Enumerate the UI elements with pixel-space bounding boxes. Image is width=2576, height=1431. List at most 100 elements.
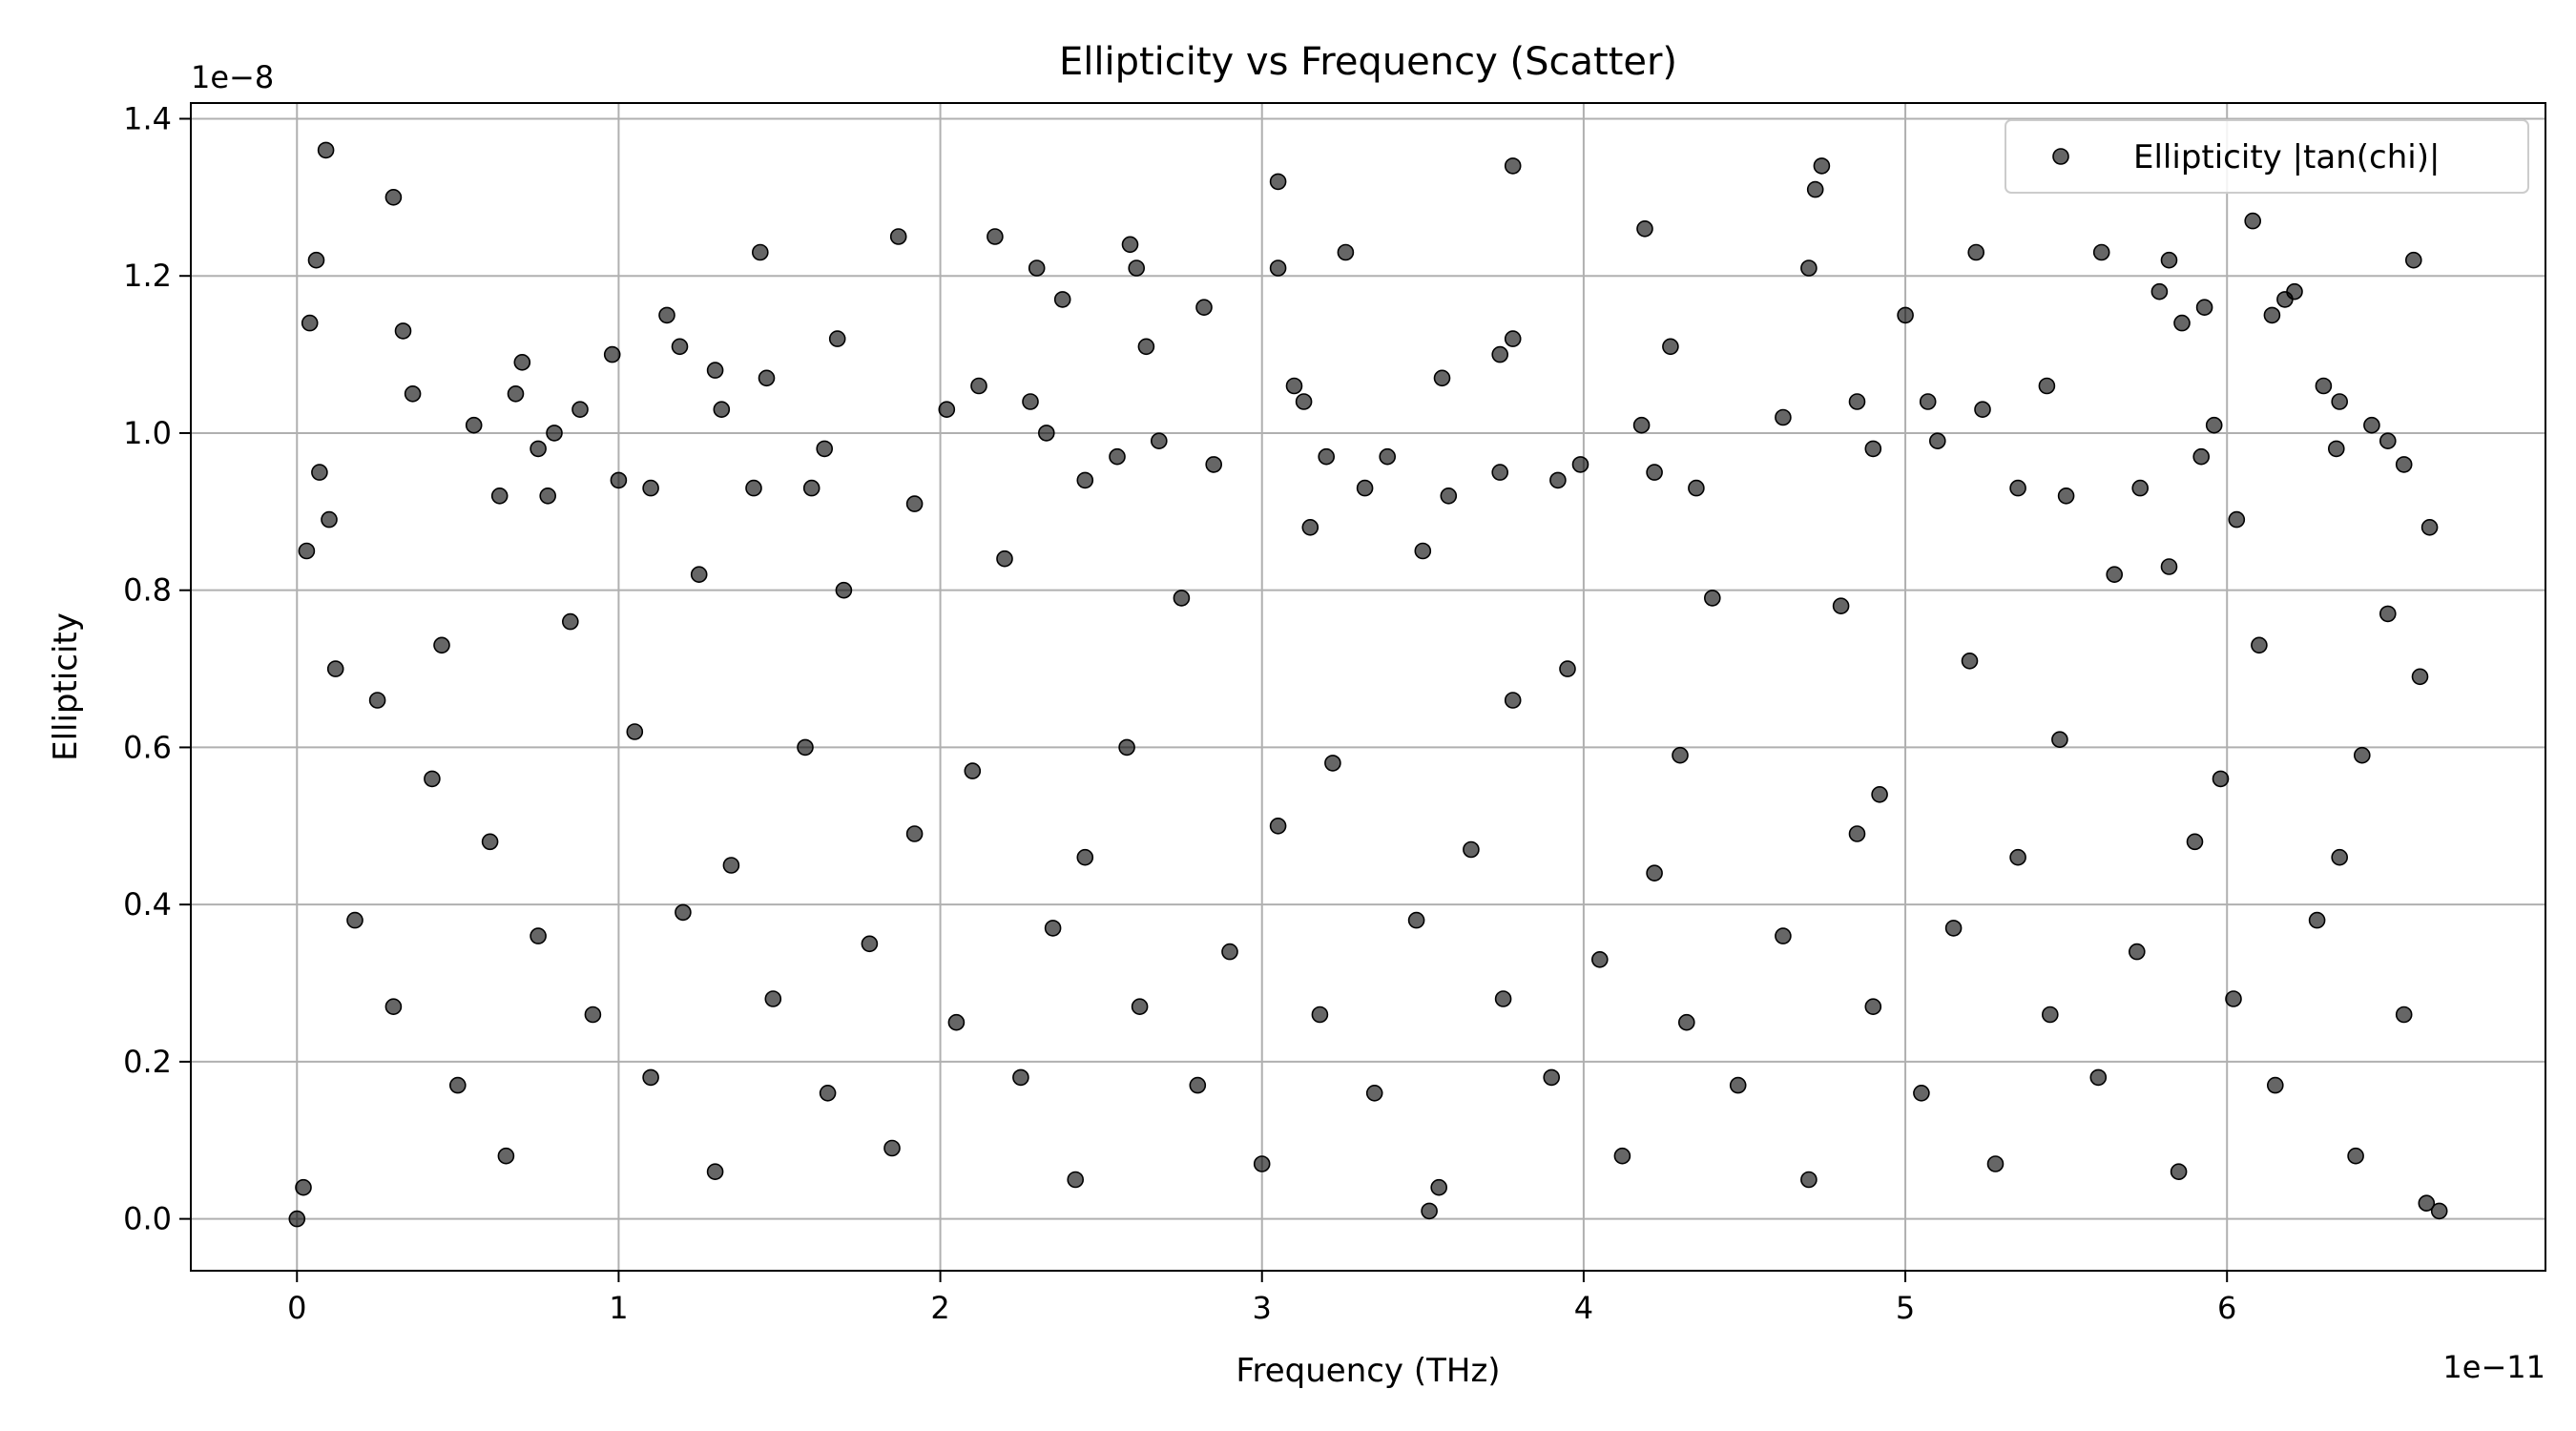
scatter-point: [1491, 345, 1508, 363]
scatter-point: [2420, 518, 2439, 536]
x-tick-label: 1: [609, 1290, 628, 1326]
scatter-point: [2038, 377, 2056, 395]
scatter-point: [448, 1076, 467, 1094]
y-axis-label: Ellipticity: [47, 612, 85, 761]
scatter-point: [1430, 1178, 1447, 1196]
scatter-point: [1379, 447, 1396, 466]
scatter-point: [2354, 746, 2371, 764]
y-offset-label: 1e−8: [191, 59, 274, 95]
scatter-point: [1253, 1155, 1271, 1172]
scatter-point: [706, 362, 724, 379]
scatter-point: [2106, 566, 2123, 584]
scatter-point: [2009, 848, 2026, 866]
scatter-point: [938, 401, 956, 419]
scatter-point: [2192, 447, 2210, 466]
scatter-point: [1806, 180, 1824, 198]
scatter-point: [2009, 479, 2026, 497]
scatter-point: [1121, 236, 1139, 254]
scatter-point: [1053, 291, 1071, 308]
scatter-point: [2186, 833, 2204, 851]
scatter-point: [1813, 157, 1831, 175]
legend-marker-icon: [2052, 148, 2069, 165]
scatter-point: [1704, 590, 1721, 607]
scatter-point: [751, 243, 769, 261]
scatter-point: [1662, 338, 1679, 356]
scatter-point: [883, 1139, 901, 1157]
scatter-point: [2195, 299, 2213, 317]
scatter-point: [1897, 306, 1914, 324]
scatter-point: [828, 330, 846, 347]
scatter-point: [1504, 330, 1522, 347]
scatter-point: [1221, 943, 1238, 961]
scatter-point: [1076, 848, 1094, 866]
scatter-point: [1974, 401, 1991, 419]
scatter-point: [1318, 447, 1335, 466]
scatter-point: [1269, 173, 1287, 191]
legend: Ellipticity |tan(chi)|: [2005, 119, 2529, 194]
scatter-point: [1559, 660, 1576, 677]
scatter-point: [546, 425, 563, 442]
scatter-point: [433, 636, 450, 654]
scatter-point: [1109, 447, 1126, 466]
scatter-point: [658, 306, 675, 324]
scatter-point: [996, 550, 1013, 568]
scatter-point: [1591, 950, 1609, 968]
scatter-point: [1038, 425, 1055, 442]
scatter-point: [764, 990, 782, 1007]
scatter-point: [861, 935, 879, 953]
x-tick-label: 4: [1574, 1290, 1593, 1326]
scatter-point: [2228, 510, 2246, 529]
scatter-point: [530, 440, 547, 458]
plot-area: [191, 103, 2545, 1271]
scatter-point: [1269, 259, 1287, 277]
scatter-point: [1337, 243, 1355, 261]
scatter-point: [1543, 1068, 1560, 1087]
scatter-point: [1131, 998, 1149, 1015]
scatter-point: [1414, 542, 1432, 560]
scatter-point: [722, 857, 740, 874]
scatter-point: [1205, 456, 1222, 473]
scatter-point: [1613, 1147, 1631, 1165]
scatter-point: [404, 384, 422, 403]
scatter-point: [2395, 1006, 2413, 1024]
scatter-point: [964, 762, 982, 779]
scatter-point: [1463, 840, 1480, 859]
scatter-point: [2328, 440, 2345, 458]
scatter-point: [530, 927, 547, 944]
scatter-point: [1044, 920, 1062, 937]
grid: [191, 103, 2545, 1271]
scatter-point: [2042, 1006, 2059, 1024]
scatter-point: [1173, 590, 1191, 607]
scatter-point: [571, 401, 589, 419]
scatter-point: [1646, 464, 1663, 481]
scatter-point: [1491, 464, 1508, 481]
scatter-point: [2379, 432, 2397, 450]
scatter-point: [1012, 1068, 1029, 1087]
scatter-point: [642, 1068, 659, 1087]
scatter-point: [295, 1178, 312, 1196]
scatter-point: [1195, 299, 1213, 317]
scatter-point: [1848, 825, 1866, 842]
scatter-point: [675, 903, 692, 922]
scatter-point: [905, 495, 924, 512]
plot-frame: [190, 102, 2546, 1272]
scatter-point: [2170, 1163, 2188, 1180]
scatter-point: [384, 998, 403, 1015]
scatter-point: [507, 384, 525, 403]
scatter-point: [1688, 479, 1705, 497]
scatter-point: [346, 911, 364, 929]
scatter-point: [1189, 1076, 1207, 1094]
y-tick-label: 0.0: [123, 1201, 172, 1237]
scatter-point: [1440, 487, 1458, 505]
scatter-point: [1022, 393, 1039, 410]
scatter-point: [610, 471, 628, 489]
scatter-point: [2331, 848, 2348, 866]
scatter-point: [2129, 943, 2146, 961]
scatter-point: [1929, 432, 1946, 450]
scatter-point: [311, 464, 328, 481]
scatter-point: [1632, 416, 1651, 434]
scatter-point: [2331, 393, 2348, 410]
scatter-point: [2150, 282, 2169, 301]
scatter-point: [797, 738, 814, 757]
scatter-point: [288, 1210, 306, 1228]
